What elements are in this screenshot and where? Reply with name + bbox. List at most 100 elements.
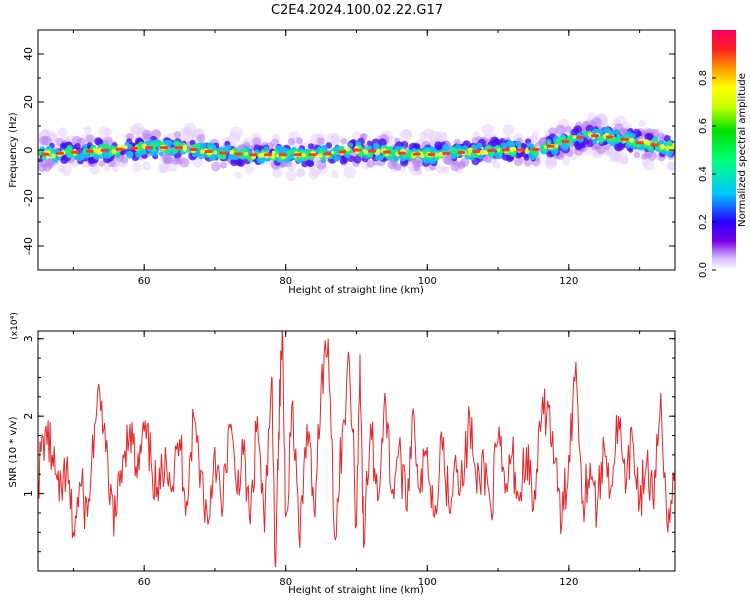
spectrogram-cell [641,158,650,167]
spectrogram-cell [428,130,442,144]
spectrogram-peak [516,148,525,152]
spectrogram-cell [583,131,588,136]
spectrogram-peak [382,150,391,154]
spectrogram-peak [130,146,139,150]
spectrogram-cell [38,154,41,159]
spectrogram-cell [509,147,515,153]
spectrogram-peak [487,149,495,152]
spectrogram-cell [333,155,340,162]
colorbar-tick-label: 0.8 [698,70,709,86]
spectrogram-cell [554,144,559,148]
spectrogram-cell [663,135,671,142]
spectrogram-cell [60,156,68,165]
spectrogram-peak [368,149,377,153]
spectrogram-cell [317,137,325,145]
figure-title: C2E4.2024.100.02.22.G17 [271,3,443,18]
spectrogram-cell [173,131,181,139]
spectrogram-cell [98,160,106,167]
spectrogram-cell [271,150,276,155]
spectrogram-cell [220,161,227,169]
spectrogram-peak [293,153,302,157]
x-tick-label: 120 [559,577,578,588]
x-tick-label: 80 [279,276,292,287]
colorbar-label: Normalized spectral amplitude [737,73,748,227]
spectrogram-cell [326,132,339,146]
spectrogram-cell [242,141,251,149]
spectrogram-cell [131,162,142,173]
spectrogram-cell [442,144,450,152]
spectrogram-cell [154,142,159,147]
spectrogram-peak [204,150,213,153]
spectrogram-cell [586,139,594,148]
spectrogram-peak [70,150,79,154]
y-tick-label: 0 [22,147,35,154]
spectrogram-peak [234,152,243,156]
spectrogram-peak [115,147,124,151]
spectrogram-cell [245,165,255,175]
spectrogram-cell [633,151,641,159]
spectrogram-cell [587,132,591,137]
spectrogram-cell [543,145,548,149]
spectrogram-peak [650,143,659,147]
spectrogram-cell [287,137,295,146]
spectrogram-cell [348,142,354,148]
spectrogram-cell [667,163,675,171]
spectrogram-cell [258,153,263,158]
y-tick-label: 2 [22,413,35,420]
spectrogram-peak [55,151,64,155]
x-tick-label: 100 [418,276,437,287]
spectrogram-cell [307,143,315,150]
spectrogram-cell [94,137,103,146]
spectrogram-cell [378,155,384,161]
spectrogram-cell [38,149,41,155]
spectrogram-cell [211,161,221,172]
spectrogram-cell [483,150,488,155]
spectrogram-cell [57,127,68,138]
spectrogram-peak [397,151,406,155]
spectrogram-peak [501,148,510,152]
spectrogram-cell [45,158,54,167]
spectrogram-peak [531,148,540,151]
spectrogram-cell [376,148,381,154]
spectrogram-cell [561,156,571,166]
spectrogram-cell [89,165,100,175]
spectrogram-peak [264,153,272,157]
spectrogram-cell [665,149,674,157]
spectrogram-cell [360,133,368,140]
spectrogram-peak [219,151,228,155]
spectrogram-cell [628,147,634,153]
spectrogram-cell [441,166,450,174]
spectrogram-cell [103,164,111,172]
spectrogram-peak [160,146,168,150]
spectrogram-cell [343,166,356,179]
spectrogram-cell [331,150,335,154]
spectrogram-cell [164,148,171,155]
spectrogram-cell [502,124,515,137]
spectrogram-cell [646,140,651,146]
spectrogram-cell [162,153,173,164]
spectrogram-cell [135,150,143,158]
spectrogram-peak [189,148,198,151]
spectrogram-cell [373,144,379,150]
spectrogram-peak [635,141,644,145]
spectrogram-cell [124,145,128,150]
colorbar-tick-label: 0.0 [698,262,709,278]
colorbar-tick-label: 0.2 [698,214,709,230]
spectrogram-cell [378,138,387,147]
spectrogram-cell [646,133,654,141]
spectrogram-cell [234,171,242,179]
spectrogram-cell [301,160,308,168]
x-tick-label: 60 [138,276,151,287]
spectrogram-cell [307,159,315,167]
spectrogram-peak [591,134,599,138]
spectrogram-peak [353,148,362,152]
spectrogram-cell [296,137,303,145]
spectrogram-cell [665,145,671,151]
spectrogram-cell [125,150,134,159]
spectrogram-cell [219,153,226,160]
snr-panel: 60 80 100 120 1 2 3 Height of straight line (k… [8,312,676,596]
spectrogram-cell [585,124,594,133]
spectrogram-cell [555,124,566,135]
spectrogram-peak [457,151,466,154]
spectrogram-cell [240,149,245,154]
